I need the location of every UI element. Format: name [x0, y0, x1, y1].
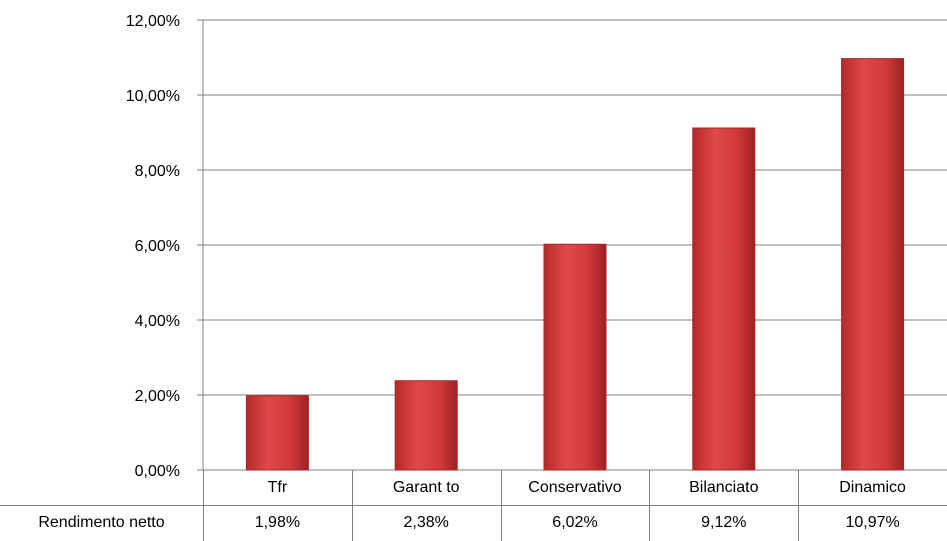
- data-table-value: 9,12%: [701, 513, 747, 531]
- data-table: Rendimento netto Tfr 1,98% Garant to 2,38% C…: [0, 470, 947, 541]
- data-table-row-label: Rendimento netto: [38, 513, 165, 531]
- y-tick-label: 0,00%: [135, 463, 180, 480]
- y-axis: 0,00% 2,00% 4,00% 6,00% 8,00% 10,00% 12,00%: [126, 13, 204, 480]
- y-tick-label: 6,00%: [135, 238, 180, 255]
- bar-bilanciato: [692, 127, 756, 471]
- table-row-divider: [0, 505, 947, 506]
- data-table-value: 6,02%: [552, 513, 598, 531]
- y-tick-label: 2,00%: [135, 388, 180, 405]
- bar-conservativo: [543, 243, 607, 471]
- y-tick-label: 10,00%: [126, 88, 180, 105]
- x-tick-label: Garant to: [392, 478, 460, 496]
- x-tick-label: Conservativo: [528, 478, 622, 496]
- data-table-value: 1,98%: [254, 513, 301, 531]
- x-tick-label: Bilanciato: [689, 478, 759, 496]
- x-tick-label: Tfr: [267, 478, 288, 496]
- y-tick-label: 12,00%: [126, 13, 180, 30]
- y-tick-label: 8,00%: [135, 163, 180, 180]
- y-tick-label: 4,00%: [135, 313, 180, 330]
- data-table-value: 2,38%: [403, 513, 449, 531]
- data-table-value: 10,97%: [845, 513, 900, 531]
- x-tick-label: Dinamico: [839, 478, 906, 496]
- bar-tfr: [245, 395, 309, 471]
- bars: [245, 58, 905, 471]
- bar-dinamico: [841, 58, 905, 471]
- bar-garant-to: [394, 380, 458, 471]
